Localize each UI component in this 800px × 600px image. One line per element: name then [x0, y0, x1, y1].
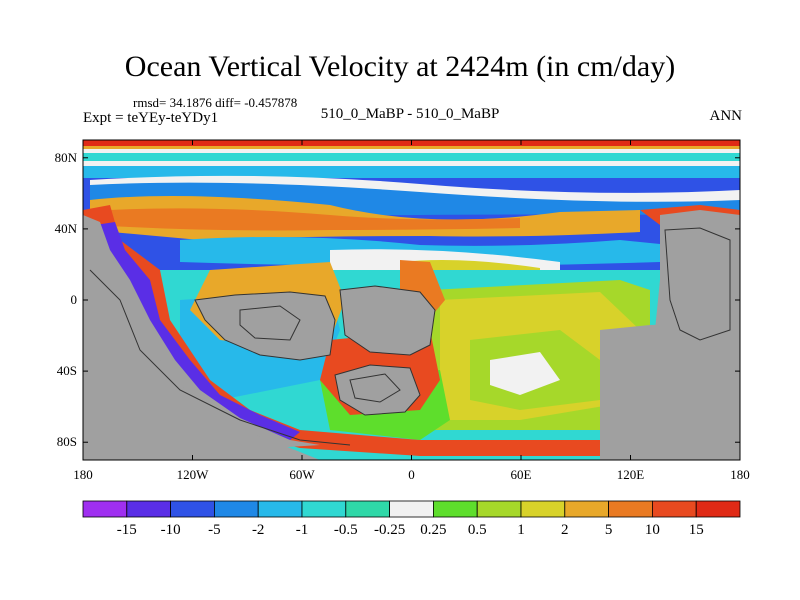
- colorbar-label: -15: [117, 522, 137, 538]
- colorbar-swatch: [345, 500, 390, 518]
- colorbar-swatch: [126, 500, 172, 518]
- season-label: ANN: [709, 108, 743, 124]
- lon-tick-label: 60W: [289, 467, 315, 482]
- ocean-field: [83, 140, 740, 460]
- colorbar-swatch: [608, 500, 653, 518]
- lat-tick-label: 0: [71, 292, 78, 307]
- lon-tick-label: 0: [408, 467, 415, 482]
- colorbar-swatch: [389, 500, 434, 518]
- lon-tick-label: 180: [73, 467, 93, 482]
- colorbar-label: -10: [161, 522, 181, 538]
- colorbar-swatch: [170, 500, 215, 518]
- colorbar-label: -1: [296, 522, 309, 538]
- map-title: Ocean Vertical Velocity at 2424m (in cm/…: [124, 50, 676, 83]
- case-label: 510_0_MaBP - 510_0_MaBP: [320, 106, 500, 122]
- lat-tick-label: 40N: [55, 221, 78, 236]
- colorbar-label: -2: [252, 522, 265, 538]
- colorbar-swatch: [82, 500, 128, 518]
- latitude-axis: 80N 40N 0 40S 80S: [55, 150, 740, 449]
- lon-tick-label: 120E: [617, 467, 645, 482]
- colorbar-label: 0.25: [420, 522, 446, 538]
- rmsd-diff-stats: rmsd= 34.1876 diff= -0.457878: [133, 95, 298, 110]
- colorbar-label: 5: [605, 522, 613, 538]
- colorbar-swatch: [432, 500, 478, 518]
- colorbar: -15 -10 -5 -2 -1 -0.5 -0.25 0.25 0.5 1 2 5 10 15: [82, 500, 741, 538]
- colorbar-swatch: [476, 500, 522, 518]
- lon-tick-label: 180: [730, 467, 750, 482]
- colorbar-swatch: [301, 500, 347, 518]
- lon-tick-label: 60E: [511, 467, 532, 482]
- colorbar-swatch: [520, 500, 566, 518]
- colorbar-label: -0.5: [334, 522, 358, 538]
- lat-tick-label: 80N: [55, 150, 78, 165]
- lon-tick-label: 120W: [177, 467, 210, 482]
- colorbar-label: 10: [645, 522, 660, 538]
- colorbar-label: 1: [517, 522, 525, 538]
- colorbar-swatch: [564, 500, 609, 518]
- lat-tick-label: 40S: [57, 363, 77, 378]
- colorbar-label: 15: [689, 522, 704, 538]
- colorbar-label: -5: [208, 522, 221, 538]
- colorbar-label: 0.5: [468, 522, 487, 538]
- experiment-label: Expt = teYEy-teYDy1: [83, 110, 219, 126]
- lat-tick-label: 80S: [57, 434, 77, 449]
- colorbar-swatch: [257, 500, 303, 518]
- colorbar-swatch: [695, 500, 741, 518]
- colorbar-label: 2: [561, 522, 569, 538]
- colorbar-swatch: [652, 500, 697, 518]
- colorbar-label: -0.25: [374, 522, 405, 538]
- colorbar-swatch: [213, 500, 259, 518]
- longitude-axis: 180 120W 60W 0 60E 120E 180: [73, 140, 750, 482]
